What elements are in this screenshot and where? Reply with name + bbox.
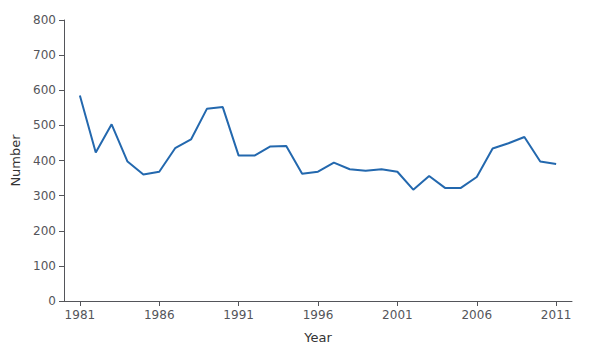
svg-text:1981: 1981 bbox=[65, 308, 96, 322]
svg-text:200: 200 bbox=[33, 224, 56, 238]
svg-text:800: 800 bbox=[33, 13, 56, 27]
svg-text:2001: 2001 bbox=[382, 308, 413, 322]
svg-text:1996: 1996 bbox=[303, 308, 334, 322]
svg-text:Number: Number bbox=[8, 134, 23, 187]
svg-text:100: 100 bbox=[33, 259, 56, 273]
svg-text:500: 500 bbox=[33, 118, 56, 132]
svg-text:300: 300 bbox=[33, 189, 56, 203]
svg-text:700: 700 bbox=[33, 48, 56, 62]
svg-text:600: 600 bbox=[33, 83, 56, 97]
svg-text:Year: Year bbox=[303, 330, 332, 345]
svg-text:2011: 2011 bbox=[541, 308, 572, 322]
svg-text:400: 400 bbox=[33, 154, 56, 168]
svg-text:0: 0 bbox=[48, 294, 56, 308]
svg-text:1986: 1986 bbox=[144, 308, 175, 322]
svg-text:1991: 1991 bbox=[223, 308, 254, 322]
svg-text:2006: 2006 bbox=[461, 308, 492, 322]
